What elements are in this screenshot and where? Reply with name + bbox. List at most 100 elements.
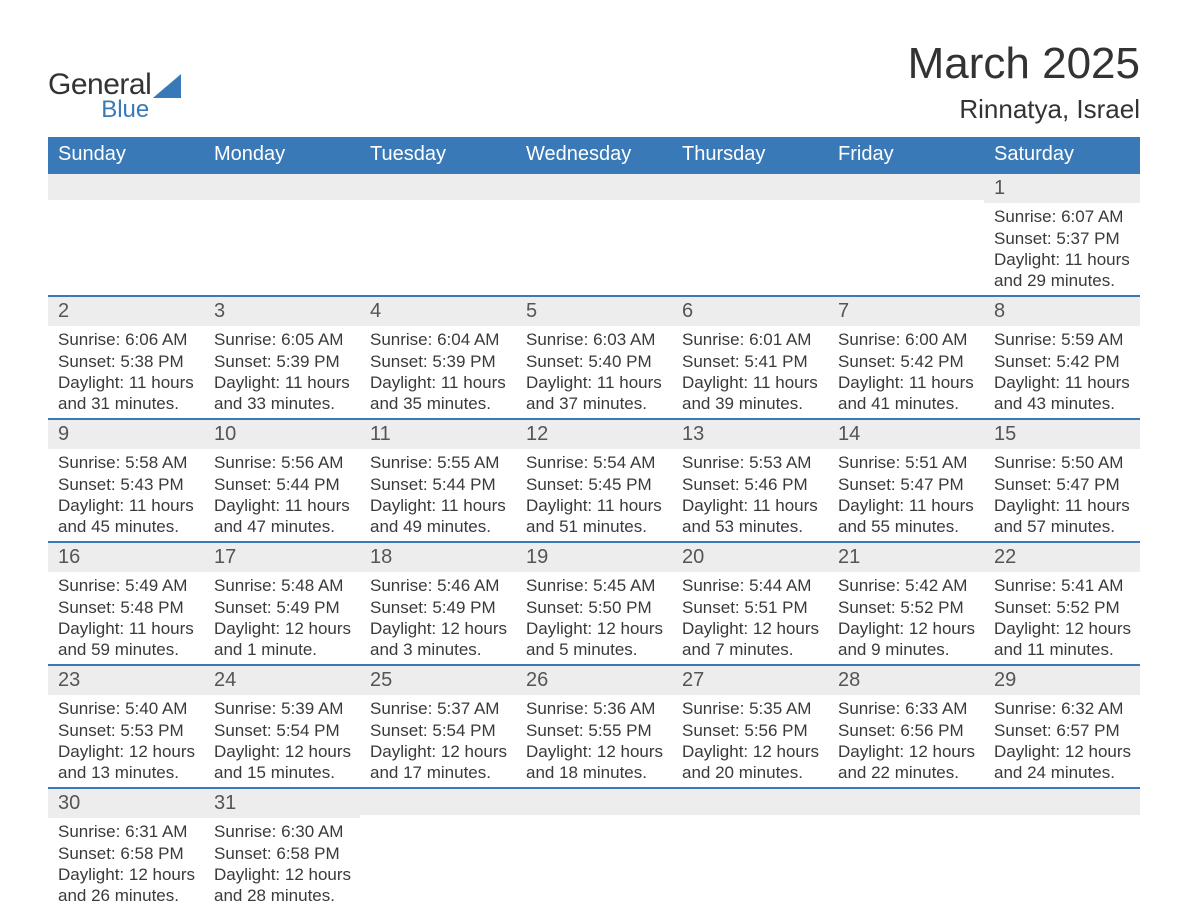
calendar-week: 2Sunrise: 6:06 AMSunset: 5:38 PMDaylight…: [48, 297, 1140, 420]
calendar-day: 20Sunrise: 5:44 AMSunset: 5:51 PMDayligh…: [672, 543, 828, 664]
day-body: Sunrise: 6:31 AMSunset: 6:58 PMDaylight:…: [48, 818, 204, 910]
daylight-line-1: Daylight: 11 hours: [214, 372, 354, 393]
sunrise-line: Sunrise: 6:07 AM: [994, 206, 1134, 227]
calendar-day: 29Sunrise: 6:32 AMSunset: 6:57 PMDayligh…: [984, 666, 1140, 787]
calendar-day: 16Sunrise: 5:49 AMSunset: 5:48 PMDayligh…: [48, 543, 204, 664]
day-body: Sunrise: 5:37 AMSunset: 5:54 PMDaylight:…: [360, 695, 516, 787]
day-body: [672, 815, 828, 822]
weekday-header: Tuesday: [360, 137, 516, 172]
daylight-line-1: Daylight: 12 hours: [526, 741, 666, 762]
daylight-line-1: Daylight: 12 hours: [58, 864, 198, 885]
sunset-line: Sunset: 6:57 PM: [994, 720, 1134, 741]
calendar-day: 7Sunrise: 6:00 AMSunset: 5:42 PMDaylight…: [828, 297, 984, 418]
day-number: 17: [204, 543, 360, 572]
day-number: 18: [360, 543, 516, 572]
calendar-day: 18Sunrise: 5:46 AMSunset: 5:49 PMDayligh…: [360, 543, 516, 664]
calendar-day: 24Sunrise: 5:39 AMSunset: 5:54 PMDayligh…: [204, 666, 360, 787]
sunset-line: Sunset: 5:39 PM: [214, 351, 354, 372]
calendar-day: [672, 789, 828, 910]
day-body: Sunrise: 5:54 AMSunset: 5:45 PMDaylight:…: [516, 449, 672, 541]
daylight-line-1: Daylight: 11 hours: [58, 372, 198, 393]
day-body: [204, 200, 360, 207]
day-body: [516, 815, 672, 822]
daylight-line-2: and 22 minutes.: [838, 762, 978, 783]
day-number: 16: [48, 543, 204, 572]
daylight-line-1: Daylight: 12 hours: [838, 741, 978, 762]
daylight-line-1: Daylight: 11 hours: [526, 372, 666, 393]
location-title: Rinnatya, Israel: [908, 94, 1140, 125]
calendar-day: 14Sunrise: 5:51 AMSunset: 5:47 PMDayligh…: [828, 420, 984, 541]
day-number: 7: [828, 297, 984, 326]
day-body: Sunrise: 6:01 AMSunset: 5:41 PMDaylight:…: [672, 326, 828, 418]
daylight-line-1: Daylight: 12 hours: [370, 741, 510, 762]
day-number: 5: [516, 297, 672, 326]
month-title: March 2025: [908, 40, 1140, 88]
day-body: Sunrise: 6:00 AMSunset: 5:42 PMDaylight:…: [828, 326, 984, 418]
sunset-line: Sunset: 5:39 PM: [370, 351, 510, 372]
calendar-day: 26Sunrise: 5:36 AMSunset: 5:55 PMDayligh…: [516, 666, 672, 787]
daylight-line-1: Daylight: 12 hours: [682, 741, 822, 762]
day-body: Sunrise: 6:33 AMSunset: 6:56 PMDaylight:…: [828, 695, 984, 787]
day-number: 27: [672, 666, 828, 695]
daylight-line-1: Daylight: 12 hours: [682, 618, 822, 639]
sunrise-line: Sunrise: 5:59 AM: [994, 329, 1134, 350]
calendar-day: [516, 789, 672, 910]
daylight-line-1: Daylight: 12 hours: [994, 618, 1134, 639]
brand-blue-text: Blue: [48, 98, 151, 122]
calendar-day: [672, 174, 828, 295]
day-body: Sunrise: 5:44 AMSunset: 5:51 PMDaylight:…: [672, 572, 828, 664]
calendar-day: 27Sunrise: 5:35 AMSunset: 5:56 PMDayligh…: [672, 666, 828, 787]
day-number: 1: [984, 174, 1140, 203]
day-number: 20: [672, 543, 828, 572]
day-number: [984, 789, 1140, 815]
day-number: 24: [204, 666, 360, 695]
daylight-line-2: and 26 minutes.: [58, 885, 198, 906]
day-body: [984, 815, 1140, 822]
day-number: 14: [828, 420, 984, 449]
sunset-line: Sunset: 5:38 PM: [58, 351, 198, 372]
calendar-day: 10Sunrise: 5:56 AMSunset: 5:44 PMDayligh…: [204, 420, 360, 541]
calendar-day: 22Sunrise: 5:41 AMSunset: 5:52 PMDayligh…: [984, 543, 1140, 664]
sunrise-line: Sunrise: 6:01 AM: [682, 329, 822, 350]
day-body: Sunrise: 5:53 AMSunset: 5:46 PMDaylight:…: [672, 449, 828, 541]
day-body: [360, 200, 516, 207]
daylight-line-1: Daylight: 11 hours: [682, 372, 822, 393]
daylight-line-2: and 3 minutes.: [370, 639, 510, 660]
sunrise-line: Sunrise: 5:55 AM: [370, 452, 510, 473]
calendar-day: 15Sunrise: 5:50 AMSunset: 5:47 PMDayligh…: [984, 420, 1140, 541]
day-number: 21: [828, 543, 984, 572]
sunset-line: Sunset: 5:37 PM: [994, 228, 1134, 249]
sunset-line: Sunset: 5:46 PM: [682, 474, 822, 495]
calendar-day: 28Sunrise: 6:33 AMSunset: 6:56 PMDayligh…: [828, 666, 984, 787]
daylight-line-2: and 20 minutes.: [682, 762, 822, 783]
calendar-day: 11Sunrise: 5:55 AMSunset: 5:44 PMDayligh…: [360, 420, 516, 541]
day-body: Sunrise: 5:56 AMSunset: 5:44 PMDaylight:…: [204, 449, 360, 541]
day-number: 11: [360, 420, 516, 449]
daylight-line-2: and 49 minutes.: [370, 516, 510, 537]
sunset-line: Sunset: 5:52 PM: [838, 597, 978, 618]
sunset-line: Sunset: 5:44 PM: [370, 474, 510, 495]
day-body: Sunrise: 5:50 AMSunset: 5:47 PMDaylight:…: [984, 449, 1140, 541]
daylight-line-1: Daylight: 12 hours: [526, 618, 666, 639]
sunset-line: Sunset: 5:49 PM: [214, 597, 354, 618]
sunset-line: Sunset: 5:54 PM: [214, 720, 354, 741]
weekday-header: Friday: [828, 137, 984, 172]
sunrise-line: Sunrise: 5:39 AM: [214, 698, 354, 719]
day-number: 12: [516, 420, 672, 449]
calendar-day: [984, 789, 1140, 910]
calendar-day: [360, 174, 516, 295]
sunset-line: Sunset: 5:44 PM: [214, 474, 354, 495]
day-body: Sunrise: 5:41 AMSunset: 5:52 PMDaylight:…: [984, 572, 1140, 664]
day-number: 19: [516, 543, 672, 572]
sunset-line: Sunset: 5:42 PM: [838, 351, 978, 372]
calendar-day: 31Sunrise: 6:30 AMSunset: 6:58 PMDayligh…: [204, 789, 360, 910]
day-number: 3: [204, 297, 360, 326]
day-body: Sunrise: 6:06 AMSunset: 5:38 PMDaylight:…: [48, 326, 204, 418]
sunset-line: Sunset: 5:52 PM: [994, 597, 1134, 618]
sunrise-line: Sunrise: 5:40 AM: [58, 698, 198, 719]
sunrise-line: Sunrise: 5:41 AM: [994, 575, 1134, 596]
calendar-day: 21Sunrise: 5:42 AMSunset: 5:52 PMDayligh…: [828, 543, 984, 664]
day-number: [360, 174, 516, 200]
sunset-line: Sunset: 5:56 PM: [682, 720, 822, 741]
sunrise-line: Sunrise: 6:05 AM: [214, 329, 354, 350]
